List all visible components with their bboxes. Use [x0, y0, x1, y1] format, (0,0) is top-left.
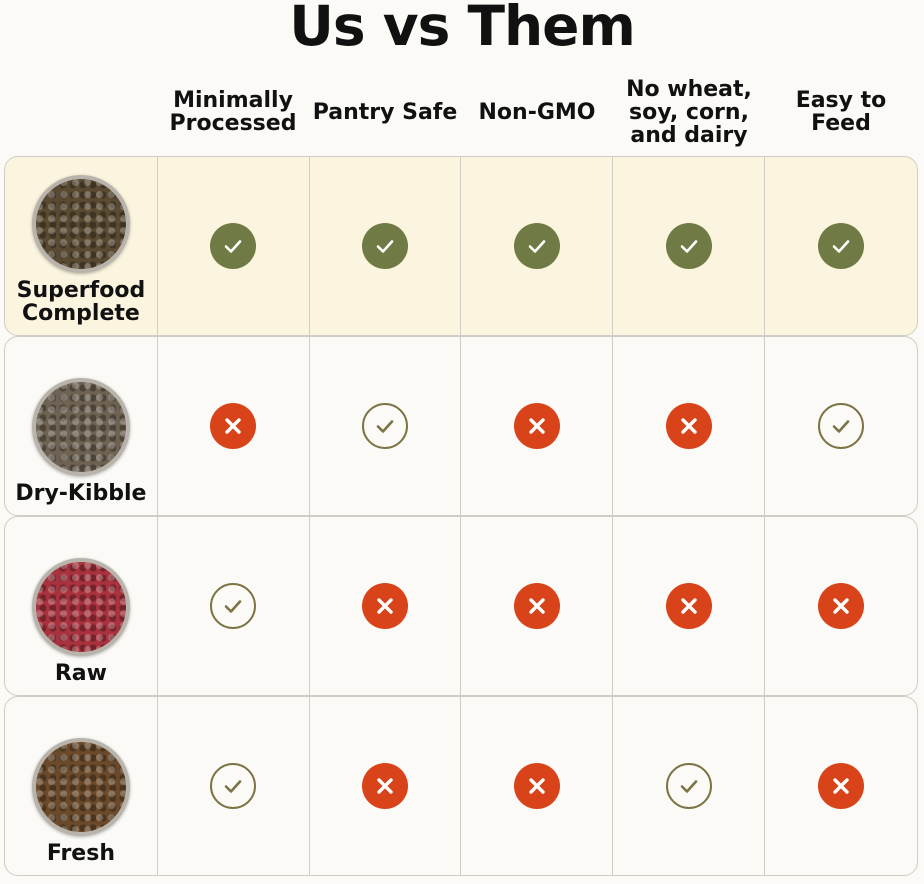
cross-icon [210, 403, 257, 449]
comparison-cell [765, 157, 917, 335]
row-label-cell: Superfood Complete [5, 157, 158, 335]
comparison-cell [310, 337, 462, 515]
cross-icon [665, 403, 712, 449]
column-header: Minimally Processed [169, 88, 297, 136]
check-filled-icon [818, 223, 865, 269]
food-bowl-image [31, 558, 130, 656]
cross-icon [362, 763, 409, 809]
row-label: Dry-Kibble [15, 481, 147, 506]
comparison-cell [765, 697, 917, 875]
comparison-row: Superfood Complete [4, 156, 918, 336]
column-header: Easy to Feed [795, 88, 887, 136]
cross-icon [362, 583, 409, 629]
comparison-cell [613, 337, 766, 515]
cross-icon [513, 403, 560, 449]
comparison-cell [613, 697, 766, 875]
check-filled-icon [513, 223, 560, 269]
cross-icon [818, 763, 865, 809]
comparison-cell [158, 517, 310, 695]
cross-icon [513, 583, 560, 629]
comparison-cell [310, 517, 462, 695]
row-label: Fresh [46, 841, 115, 866]
column-header: No wheat, soy, corn, and dairy [626, 76, 752, 148]
row-label-cell: Dry-Kibble [5, 337, 158, 515]
comparison-cell [310, 697, 462, 875]
comparison-cell [613, 157, 766, 335]
cross-icon [665, 583, 712, 629]
check-outline-icon [362, 403, 409, 449]
food-bowl-image [31, 378, 130, 476]
comparison-cell [158, 157, 310, 335]
comparison-cell [461, 157, 614, 335]
comparison-cell [158, 697, 310, 875]
row-label: Raw [54, 661, 107, 686]
check-outline-icon [210, 763, 257, 809]
comparison-row: Dry-Kibble [4, 336, 918, 516]
food-bowl-image [31, 175, 130, 273]
food-bowl-image [31, 738, 130, 836]
cross-icon [513, 763, 560, 809]
column-header: Pantry Safe [312, 99, 458, 125]
check-outline-icon [665, 763, 712, 809]
comparison-cell [461, 697, 614, 875]
comparison-cell [461, 517, 614, 695]
row-label-cell: Fresh [5, 697, 158, 875]
check-outline-icon [210, 583, 257, 629]
column-header: Non-GMO [478, 99, 596, 125]
comparison-cell [765, 517, 917, 695]
comparison-row: Raw [4, 516, 918, 696]
check-outline-icon [818, 403, 865, 449]
row-label: Superfood Complete [16, 278, 146, 326]
comparison-cell [310, 157, 462, 335]
comparison-cell [461, 337, 614, 515]
cross-icon [818, 583, 865, 629]
check-filled-icon [210, 223, 257, 269]
comparison-row: Fresh [4, 696, 918, 876]
check-filled-icon [362, 223, 409, 269]
page-title: Us vs Them [289, 0, 636, 58]
comparison-cell [613, 517, 766, 695]
check-filled-icon [665, 223, 712, 269]
row-label-cell: Raw [5, 517, 158, 695]
comparison-cell [158, 337, 310, 515]
comparison-cell [765, 337, 917, 515]
